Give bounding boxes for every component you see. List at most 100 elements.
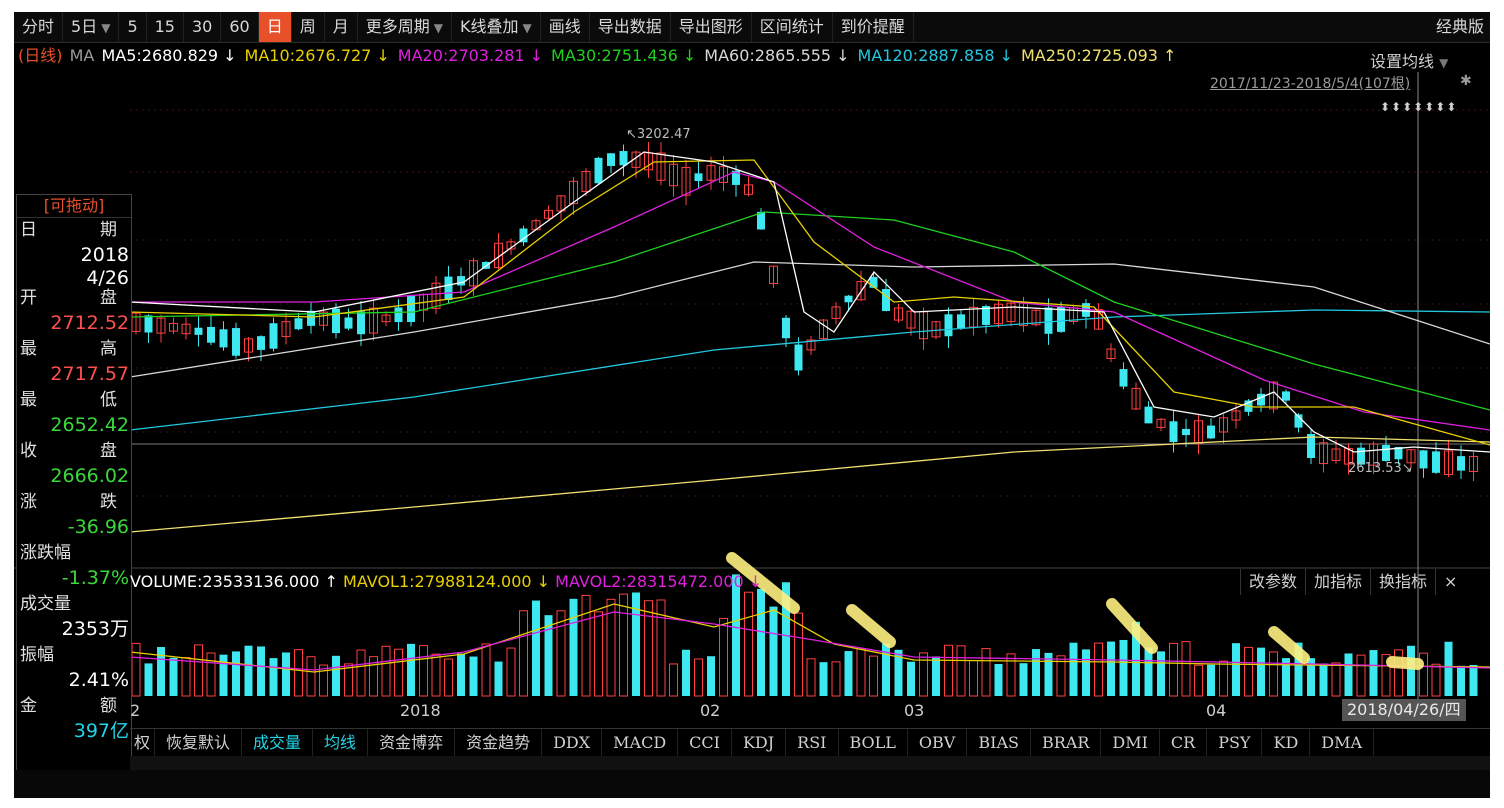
scroll-bar[interactable] xyxy=(130,756,1490,770)
tab-4[interactable]: 资金趋势 xyxy=(455,729,543,757)
tab-3[interactable]: 资金博弈 xyxy=(368,729,456,757)
tab-10[interactable]: BOLL xyxy=(839,729,908,757)
volume-bar xyxy=(206,652,216,697)
candle-body xyxy=(882,288,890,312)
tab-15[interactable]: CR xyxy=(1160,729,1208,757)
pin-icon[interactable]: ✱ xyxy=(1460,73,1472,89)
volume-bar xyxy=(594,611,603,697)
tab-14[interactable]: DMI xyxy=(1101,729,1160,757)
highlighter-mark xyxy=(726,552,800,614)
period-4[interactable]: 30 xyxy=(184,12,222,42)
tab-2[interactable]: 均线 xyxy=(313,729,369,757)
date-label: 日期 xyxy=(20,220,117,240)
period-2[interactable]: 5 xyxy=(119,12,147,42)
zoom-arrows-icon[interactable]: ⬍⬍⬍⬍⬍⬍⬍ xyxy=(1380,100,1458,114)
candle-body xyxy=(1082,303,1090,317)
date-range-link[interactable]: 2017/11/23-2018/5/4(107根) xyxy=(1210,76,1411,92)
candle-body xyxy=(181,323,191,335)
candle-body xyxy=(1369,443,1378,466)
period-14[interactable]: 区间统计 xyxy=(752,12,833,42)
candle-body xyxy=(232,328,240,356)
period-11[interactable]: 画线 xyxy=(541,12,590,42)
candle-body xyxy=(1394,447,1403,460)
tab-7[interactable]: CCI xyxy=(678,729,732,757)
draggable-label[interactable]: [可拖动] xyxy=(17,195,131,218)
add-indicator-button[interactable]: 加指标 xyxy=(1305,569,1370,595)
close-icon[interactable]: × xyxy=(1435,569,1465,595)
open-value: 2712.52 xyxy=(50,312,129,334)
tab-13[interactable]: BRAR xyxy=(1031,729,1102,757)
volume-bar xyxy=(1119,639,1128,696)
volume-bar xyxy=(944,644,953,697)
candle-body xyxy=(1094,309,1103,330)
volume-bar xyxy=(181,657,191,697)
candle-body xyxy=(1169,421,1178,443)
tab-11[interactable]: OBV xyxy=(908,729,968,757)
classic-view-button[interactable]: 经典版 xyxy=(1435,17,1484,36)
candle-body xyxy=(594,157,603,184)
tab-8[interactable]: KDJ xyxy=(732,729,787,757)
period-5[interactable]: 60 xyxy=(221,12,259,42)
period-12[interactable]: 导出数据 xyxy=(590,12,671,42)
candle-body xyxy=(669,163,678,187)
kline-chart[interactable]: ↖3202.47 2613.53↘ xyxy=(14,12,1490,798)
period-3[interactable]: 15 xyxy=(147,12,184,42)
candle-body xyxy=(444,276,453,301)
edit-params-button[interactable]: 改参数 xyxy=(1240,569,1305,595)
candle-body xyxy=(782,317,790,339)
period-1[interactable]: 5日 ▼ xyxy=(63,12,120,42)
tab-1[interactable]: 成交量 xyxy=(242,729,314,757)
volume-bar xyxy=(457,653,465,696)
volume-bar xyxy=(244,645,253,696)
candle-body xyxy=(1282,391,1290,401)
candle-body xyxy=(156,317,166,334)
tab-9[interactable]: RSI xyxy=(786,729,839,757)
period-0[interactable]: 分时 xyxy=(14,12,64,42)
switch-indicator-button[interactable]: 换指标 xyxy=(1370,569,1435,595)
volume-bar xyxy=(369,656,378,697)
ma120-line xyxy=(129,309,1490,431)
volume-bar xyxy=(131,642,141,697)
candle-body xyxy=(1231,410,1241,421)
volume-bar xyxy=(732,574,740,696)
tab-5[interactable]: DDX xyxy=(542,729,603,757)
info-panel[interactable]: [可拖动] 日期 2018 4/26 开盘 2712.52 最高 2717.57… xyxy=(16,194,132,798)
volume-bar xyxy=(381,645,391,697)
high-label: 最高 xyxy=(20,339,117,359)
volume-bar xyxy=(194,644,203,697)
volume-bar xyxy=(694,658,703,697)
mavol1-line xyxy=(129,603,1490,673)
volume-bar xyxy=(1194,664,1203,697)
set-ma-button[interactable]: 设置均线 ▼ xyxy=(1370,52,1449,71)
period-15[interactable]: 到价提醒 xyxy=(833,12,914,42)
ma5-line xyxy=(129,151,1490,453)
volume-bar xyxy=(1282,658,1290,696)
volume-legend: VOLUME:23533136.000 ↑ MAVOL1:27988124.00… xyxy=(130,571,762,593)
tab-prefix[interactable]: 权 xyxy=(130,729,156,757)
candle-body xyxy=(457,276,465,286)
tab-0[interactable]: 恢复默认 xyxy=(155,729,243,757)
volume-bar xyxy=(1344,653,1353,696)
tab-12[interactable]: BIAS xyxy=(967,729,1031,757)
low-label: 最低 xyxy=(20,390,117,410)
tab-18[interactable]: DMA xyxy=(1310,729,1375,757)
ma-entry: MA30:2751.436 ↓ xyxy=(551,46,697,65)
tab-16[interactable]: PSY xyxy=(1207,729,1263,757)
period-9[interactable]: 更多周期 ▼ xyxy=(358,12,452,42)
candle-body xyxy=(1382,445,1390,461)
period-6[interactable]: 日 xyxy=(258,12,292,42)
period-7[interactable]: 周 xyxy=(292,12,325,42)
candle-body xyxy=(694,173,703,181)
candle-body xyxy=(131,312,141,332)
volume-bar xyxy=(856,648,866,697)
period-10[interactable]: K线叠加 ▼ xyxy=(452,12,541,42)
candle-body xyxy=(469,260,478,287)
tab-17[interactable]: KD xyxy=(1262,729,1311,757)
stock-chart-window: 分时 5日 ▼ 5 15 30 60 日周月更多周期 ▼ K线叠加 ▼ 画线 导出数据 导出图形 区间统计到… xyxy=(14,12,1490,798)
period-13[interactable]: 导出图形 xyxy=(671,12,752,42)
tab-6[interactable]: MACD xyxy=(602,729,679,757)
candle-body xyxy=(1006,302,1016,323)
period-8[interactable]: 月 xyxy=(325,12,358,42)
volume-bar xyxy=(1394,649,1403,697)
candle-body xyxy=(1457,456,1465,471)
